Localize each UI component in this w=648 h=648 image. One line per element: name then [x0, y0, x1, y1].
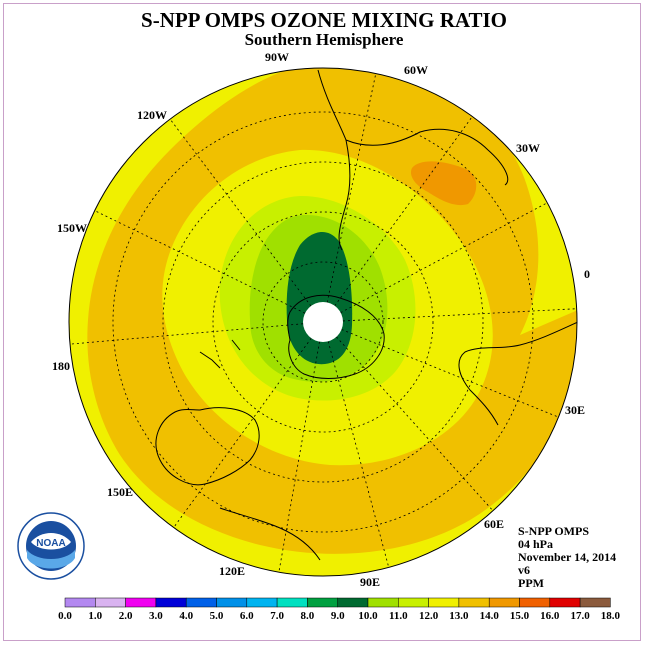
color-scale-tick-label: 12.0 — [419, 610, 439, 622]
africa-coastline — [458, 321, 577, 426]
meridian-line — [340, 202, 548, 313]
info-units: PPM — [518, 576, 544, 590]
meridian-line — [326, 73, 377, 303]
color-scale-box — [95, 597, 126, 608]
color-scale-box — [64, 597, 96, 608]
color-scale-box — [428, 597, 460, 608]
color-scale-tick-label: 17.0 — [570, 610, 590, 622]
latitude-circle-50s — [112, 111, 534, 533]
color-scale-tick-label: 15.0 — [510, 610, 530, 622]
color-scale-tick-label: 7.0 — [270, 610, 284, 622]
meridian-line — [169, 118, 312, 307]
color-scale-box — [398, 597, 429, 608]
longitude-label: 30E — [565, 403, 585, 417]
meridian-line — [341, 329, 559, 418]
info-version: v6 — [518, 563, 530, 577]
map-boundary — [68, 67, 578, 577]
longitude-label: 0 — [584, 267, 590, 281]
color-scale-box — [185, 597, 217, 608]
color-scale-tick-label: 3.0 — [149, 610, 163, 622]
longitude-labels: 90W 60W 30W 0 30E 60E 90E 120E 150E 180 150W 120W — [52, 50, 590, 589]
latitude-circle-80s — [262, 261, 384, 383]
color-scale-tick-label: 5.0 — [210, 610, 224, 622]
pole-no-data — [303, 302, 343, 342]
color-scale-boxes — [64, 597, 611, 608]
latitude-circle-70s — [212, 211, 434, 433]
longitude-label: 60W — [404, 63, 428, 77]
longitude-label: 150W — [57, 221, 87, 235]
longitude-label: 60E — [484, 517, 504, 531]
meridian-line — [334, 116, 473, 307]
color-scale-tick-label: 2.0 — [119, 610, 133, 622]
map-title: S-NPP OMPS OZONE MIXING RATIO — [141, 8, 507, 32]
color-scale-box — [579, 597, 611, 608]
color-scale-box — [216, 597, 248, 608]
color-scale-box — [276, 597, 308, 608]
info-date: November 14, 2014 — [518, 550, 617, 564]
meridian-line — [278, 341, 320, 573]
map-subtitle: Southern Hemisphere — [244, 30, 404, 49]
meridians — [69, 73, 577, 573]
meridian-line — [173, 337, 312, 528]
color-scale-tick-label: 6.0 — [240, 610, 254, 622]
color-scale-box — [155, 597, 187, 608]
longitude-label: 180 — [52, 359, 70, 373]
longitude-label: 30W — [516, 141, 540, 155]
meridian-line — [94, 210, 306, 314]
color-scale-tick-label: 0.0 — [58, 610, 72, 622]
longitude-label: 90W — [265, 50, 289, 64]
color-scale-box — [458, 597, 490, 608]
info-level: 04 hPa — [518, 537, 554, 551]
color-scale-box — [519, 597, 551, 608]
noaa-logo-text: NOAA — [36, 538, 65, 549]
south-america-coastline — [317, 69, 509, 251]
latitude-circle-60s — [162, 161, 484, 483]
graticule — [69, 73, 577, 573]
color-scale-tick-label: 1.0 — [88, 610, 102, 622]
color-scale-box — [367, 597, 399, 608]
meridian-line — [327, 341, 390, 568]
color-scale-tick-label: 9.0 — [331, 610, 345, 622]
color-scale-tick-label: 11.0 — [389, 610, 408, 622]
dark-orange-patch — [410, 161, 477, 206]
meridian-line — [342, 308, 577, 322]
color-scale-box — [125, 597, 157, 608]
coastlines — [155, 69, 577, 561]
longitude-label: 120W — [137, 108, 167, 122]
color-scale-tick-label: 8.0 — [301, 610, 315, 622]
info-box: S-NPP OMPS 04 hPa November 14, 2014 v6 P… — [518, 525, 616, 590]
color-scale-box — [549, 597, 581, 608]
longitude-label: 90E — [360, 575, 380, 589]
color-scale-box — [246, 597, 278, 608]
antarctica-coastline — [287, 294, 385, 379]
color-scale-tick-label: 4.0 — [179, 610, 193, 622]
south-asia-coastline — [219, 507, 321, 561]
longitude-label: 150E — [107, 485, 133, 499]
longitude-label: 120E — [219, 564, 245, 578]
color-scale-ticks: 0.0 1.0 2.0 3.0 4.0 5.0 6.0 7.0 8.0 9.0 10.0 11.0 12… — [58, 610, 620, 622]
image-frame — [3, 3, 641, 641]
color-scale-tick-label: 18.0 — [601, 610, 621, 622]
info-instrument: S-NPP OMPS — [518, 524, 589, 538]
meridian-line — [69, 323, 304, 345]
color-scale-box — [307, 597, 338, 608]
meridian-line — [336, 336, 494, 512]
color-scale-tick-label: 16.0 — [540, 610, 560, 622]
noaa-logo: NOAA — [17, 512, 85, 580]
color-scale-box — [488, 597, 520, 608]
color-scale-box — [337, 597, 369, 608]
color-scale-tick-label: 13.0 — [449, 610, 469, 622]
new-zealand-coastline — [199, 339, 241, 369]
color-scale-tick-label: 10.0 — [358, 610, 378, 622]
color-scale-tick-label: 14.0 — [480, 610, 500, 622]
